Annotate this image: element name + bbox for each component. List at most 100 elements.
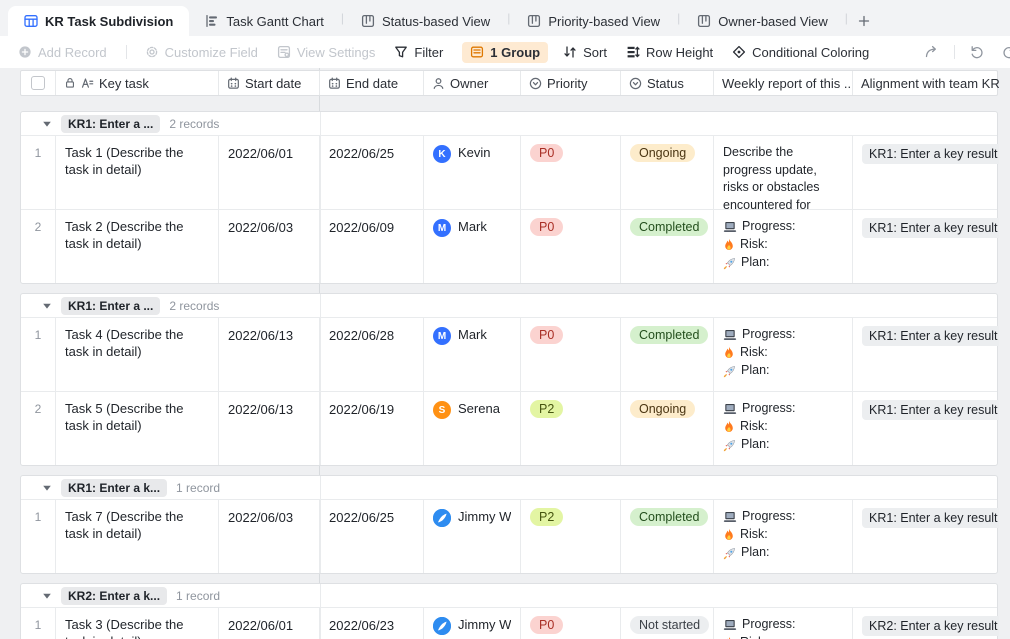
cell-status[interactable]: Completed <box>621 210 714 283</box>
kanban-icon <box>527 14 541 28</box>
cell-end-date[interactable]: 2022/06/19 <box>320 392 424 465</box>
cell-priority[interactable]: P0 <box>521 136 621 209</box>
tab-label: KR Task Subdivision <box>45 13 174 29</box>
cell-start-date[interactable]: 2022/06/01 <box>219 136 320 209</box>
cell-end-date[interactable]: 2022/06/28 <box>320 318 424 391</box>
cell-priority[interactable]: P2 <box>521 500 621 573</box>
cell-key-task[interactable]: Task 7 (Describe the task in detail) <box>56 500 219 573</box>
rocket-icon <box>723 547 736 560</box>
collapse-group-caret-icon[interactable] <box>42 591 52 601</box>
collapse-group-caret-icon[interactable] <box>42 483 52 493</box>
toolbar-customize-field-button: Customize Field <box>145 45 258 60</box>
share-button[interactable] <box>922 42 942 62</box>
weekly-report-line: Plan: <box>723 544 843 562</box>
view-tab-status-based-view[interactable]: Status-based View <box>345 6 506 36</box>
cell-start-date[interactable]: 2022/06/01 <box>219 608 320 639</box>
column-header-select[interactable] <box>21 71 56 95</box>
start-date-text: 2022/06/13 <box>228 328 294 343</box>
kanban-icon <box>697 14 711 28</box>
cell-status[interactable]: Ongoing <box>621 392 714 465</box>
priority-tag: P2 <box>530 400 564 418</box>
fire-icon <box>723 238 735 252</box>
cell-key-task[interactable]: Task 4 (Describe the task in detail) <box>56 318 219 391</box>
owner-avatar <box>433 509 451 527</box>
undo-button[interactable] <box>967 42 987 62</box>
fire-icon <box>723 528 735 542</box>
cell-end-date[interactable]: 2022/06/09 <box>320 210 424 283</box>
cell-alignment[interactable]: KR1: Enter a key result <box>853 318 999 391</box>
collapse-group-caret-icon[interactable] <box>42 301 52 311</box>
owner-name: Mark <box>458 219 487 234</box>
cell-alignment[interactable]: KR1: Enter a key result <box>853 392 999 465</box>
toolbar-row-height-button[interactable]: Row Height <box>626 45 713 60</box>
cell-weekly-report[interactable]: Describe the progress update, risks or o… <box>714 136 853 209</box>
cell-key-task[interactable]: Task 5 (Describe the task in detail) <box>56 392 219 465</box>
column-header-weekly[interactable]: Weekly report of this ... <box>714 71 853 95</box>
cell-weekly-report[interactable]: Progress:Risk:Plan: <box>714 500 853 573</box>
column-header-owner[interactable]: Owner <box>424 71 521 95</box>
cell-weekly-report[interactable]: Progress:Risk:Plan: <box>714 210 853 283</box>
cell-key-task[interactable]: Task 1 (Describe the task in detail) <box>56 136 219 209</box>
gantt-icon <box>205 14 219 28</box>
cell-priority[interactable]: P0 <box>521 210 621 283</box>
cell-alignment[interactable]: KR2: Enter a key result <box>853 608 999 639</box>
column-header-label: Owner <box>450 75 489 91</box>
weekly-report-line: Progress: <box>723 326 843 344</box>
redo-button[interactable] <box>999 42 1010 62</box>
cell-owner[interactable]: Jimmy Wa... <box>424 500 521 573</box>
toolbar-filter-button[interactable]: Filter <box>394 45 443 60</box>
cell-owner[interactable]: Jimmy Wa... <box>424 608 521 639</box>
view-tab-task-gantt-chart[interactable]: Task Gantt Chart <box>189 6 340 36</box>
conditional-coloring-icon <box>732 45 746 59</box>
cell-priority[interactable]: P0 <box>521 318 621 391</box>
cell-status[interactable]: Completed <box>621 500 714 573</box>
cell-weekly-report[interactable]: Progress:Risk:Plan: <box>714 608 853 639</box>
cell-start-date[interactable]: 2022/06/03 <box>219 210 320 283</box>
cell-status[interactable]: Not started <box>621 608 714 639</box>
collapse-group-caret-icon[interactable] <box>42 119 52 129</box>
cell-end-date[interactable]: 2022/06/25 <box>320 500 424 573</box>
column-header-start[interactable]: Start date <box>219 71 320 95</box>
cell-owner[interactable]: M Mark <box>424 318 521 391</box>
priority-tag: P0 <box>530 144 564 162</box>
weekly-report-label: Risk: <box>740 237 768 252</box>
column-header-end[interactable]: End date <box>320 71 424 95</box>
cell-weekly-report[interactable]: Progress:Risk:Plan: <box>714 392 853 465</box>
cell-alignment[interactable]: KR1: Enter a key result <box>853 500 999 573</box>
weekly-report-label: Plan: <box>741 437 770 452</box>
toolbar-add-record-button: Add Record <box>18 45 107 60</box>
cell-start-date[interactable]: 2022/06/13 <box>219 318 320 391</box>
view-tab-kr-task-subdivision[interactable]: KR Task Subdivision <box>8 6 190 36</box>
cell-status[interactable]: Ongoing <box>621 136 714 209</box>
cell-priority[interactable]: P2 <box>521 392 621 465</box>
column-header-alignment[interactable]: Alignment with team KR <box>853 71 999 95</box>
cell-status[interactable]: Completed <box>621 318 714 391</box>
cell-key-task[interactable]: Task 3 (Describe the task in detail) <box>56 608 219 639</box>
cell-owner[interactable]: K Kevin <box>424 136 521 209</box>
cell-owner[interactable]: M Mark <box>424 210 521 283</box>
column-header-status[interactable]: Status <box>621 71 714 95</box>
toolbar-sort-button[interactable]: Sort <box>563 45 607 60</box>
column-header-task[interactable]: Key task <box>56 71 219 95</box>
cell-end-date[interactable]: 2022/06/23 <box>320 608 424 639</box>
toolbar-button-label: Sort <box>583 44 607 60</box>
column-header-priority[interactable]: Priority <box>521 71 621 95</box>
cell-owner[interactable]: S Serena <box>424 392 521 465</box>
view-tab-priority-based-view[interactable]: Priority-based View <box>511 6 676 36</box>
cell-start-date[interactable]: 2022/06/03 <box>219 500 320 573</box>
toolbar-divider <box>954 45 955 59</box>
cell-end-date[interactable]: 2022/06/25 <box>320 136 424 209</box>
cell-key-task[interactable]: Task 2 (Describe the task in detail) <box>56 210 219 283</box>
toolbar-conditional-coloring-button[interactable]: Conditional Coloring <box>732 45 869 60</box>
cell-weekly-report[interactable]: Progress:Risk:Plan: <box>714 318 853 391</box>
select-all-checkbox[interactable] <box>31 76 45 90</box>
cell-priority[interactable]: P0 <box>521 608 621 639</box>
weekly-report-label: Progress: <box>742 219 796 234</box>
cell-start-date[interactable]: 2022/06/13 <box>219 392 320 465</box>
cell-alignment[interactable]: KR1: Enter a key result <box>853 210 999 283</box>
cell-alignment[interactable]: KR1: Enter a key result <box>853 136 999 209</box>
add-view-button[interactable] <box>849 6 879 36</box>
end-date-text: 2022/06/09 <box>329 220 395 235</box>
toolbar-1-group-button[interactable]: 1 Group <box>462 41 549 63</box>
view-tab-owner-based-view[interactable]: Owner-based View <box>681 6 844 36</box>
